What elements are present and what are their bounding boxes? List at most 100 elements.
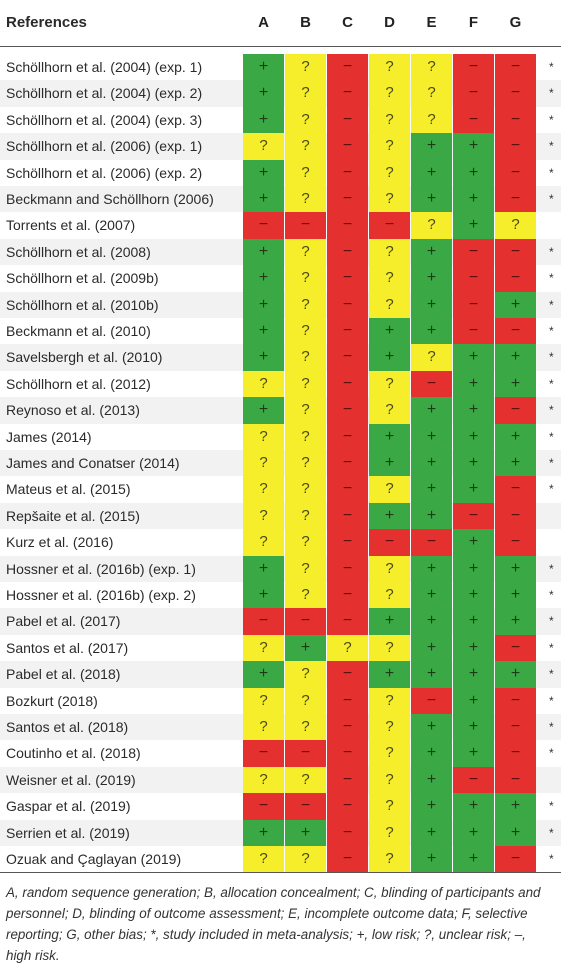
risk-cell-a: ? bbox=[243, 133, 284, 160]
risk-cell-f: − bbox=[453, 54, 494, 81]
risk-cell-d: ? bbox=[369, 80, 410, 107]
risk-cell-e: + bbox=[411, 450, 452, 477]
risk-cell-d: ? bbox=[369, 370, 410, 398]
column-header-f: F bbox=[468, 14, 479, 31]
reference-label: James and Conatser (2014) bbox=[6, 455, 180, 471]
risk-cell-a: + bbox=[243, 265, 284, 292]
reference-label: James (2014) bbox=[6, 428, 92, 445]
risk-cell-f: + bbox=[453, 450, 494, 477]
risk-cell-c: − bbox=[327, 582, 368, 609]
risk-cell-c: − bbox=[327, 450, 368, 477]
risk-cell-c: − bbox=[327, 370, 368, 398]
risk-cell-b: − bbox=[285, 740, 326, 767]
risk-cell-c: − bbox=[327, 423, 368, 450]
risk-cell-b: ? bbox=[285, 344, 326, 371]
risk-cell-c: − bbox=[327, 106, 368, 134]
risk-cell-e: + bbox=[411, 502, 452, 530]
risk-cell-g: − bbox=[495, 397, 536, 424]
table-row: Pabel et al. (2018) +? − + + + + * bbox=[0, 661, 561, 688]
risk-cell-a: + bbox=[243, 54, 284, 81]
risk-cell-c: − bbox=[327, 476, 368, 503]
risk-cell-f: + bbox=[453, 661, 494, 688]
table-header: References A B C D E F G bbox=[0, 0, 561, 46]
risk-cell-f: + bbox=[453, 740, 494, 767]
meta-analysis-marker: * bbox=[549, 825, 554, 840]
risk-cell-a: ? bbox=[243, 766, 284, 794]
risk-cell-g: + bbox=[495, 608, 536, 635]
column-header-d: D bbox=[384, 14, 395, 31]
table-row: Serrien et al. (2019) + + −? + + + * bbox=[0, 819, 561, 846]
table-row: Weisner et al. (2019)?? −? + − − bbox=[0, 766, 561, 794]
reference-label: Reynoso et al. (2013) bbox=[6, 402, 140, 419]
risk-cell-a: − bbox=[243, 212, 284, 239]
reference-label: Schöllhorn et al. (2004) (exp. 3) bbox=[6, 111, 203, 128]
risk-cell-e: + bbox=[411, 238, 452, 266]
meta-analysis-marker: * bbox=[549, 139, 554, 154]
reference-label: Schöllhorn et al. (2010b) bbox=[6, 296, 159, 313]
risk-cell-a: ? bbox=[243, 846, 284, 873]
risk-cell-d: ? bbox=[369, 238, 410, 266]
risk-cell-b: ? bbox=[285, 106, 326, 134]
meta-analysis-marker: * bbox=[549, 429, 554, 444]
risk-cell-f: − bbox=[453, 766, 494, 794]
risk-cell-d: ? bbox=[369, 186, 410, 213]
table-row: Schöllhorn et al. (2004) (exp. 3) +? −?? − −… bbox=[0, 106, 561, 134]
risk-cell-f: + bbox=[453, 370, 494, 398]
risk-cell-d: ? bbox=[369, 291, 410, 318]
risk-cell-c: − bbox=[327, 819, 368, 846]
risk-cell-g: + bbox=[495, 450, 536, 477]
risk-cell-d: ? bbox=[369, 819, 410, 846]
risk-cell-g: + bbox=[495, 819, 536, 846]
table-row: Hossner et al. (2016b) (exp. 2) +? −? + + + * bbox=[0, 582, 561, 609]
risk-cell-d: + bbox=[369, 344, 410, 371]
risk-cell-c: − bbox=[327, 608, 368, 635]
risk-cell-b: ? bbox=[285, 291, 326, 318]
meta-analysis-marker: * bbox=[549, 244, 554, 259]
risk-cell-d: + bbox=[369, 318, 410, 345]
risk-cell-d: ? bbox=[369, 687, 410, 714]
risk-cell-d: − bbox=[369, 529, 410, 556]
risk-cell-a: + bbox=[243, 661, 284, 688]
risk-cell-g: − bbox=[495, 714, 536, 741]
table-row: Schöllhorn et al. (2009b) +? −? + − − * bbox=[0, 265, 561, 292]
table-row: Pabel et al. (2017) − − − + + + + * bbox=[0, 608, 561, 635]
risk-cell-d: ? bbox=[369, 582, 410, 609]
risk-cell-b: ? bbox=[285, 186, 326, 213]
risk-cell-b: ? bbox=[285, 555, 326, 582]
reference-label: Hossner et al. (2016b) (exp. 1) bbox=[6, 560, 196, 577]
table-row: Reynoso et al. (2013) +? −? + + − * bbox=[0, 397, 561, 424]
risk-cell-g: + bbox=[495, 423, 536, 450]
reference-label: Weisner et al. (2019) bbox=[6, 771, 136, 788]
meta-analysis-marker: * bbox=[549, 561, 554, 576]
risk-cell-d: − bbox=[369, 212, 410, 239]
risk-cell-b: ? bbox=[285, 502, 326, 530]
risk-cell-g: − bbox=[495, 634, 536, 662]
risk-cell-d: + bbox=[369, 423, 410, 450]
risk-cell-a: + bbox=[243, 819, 284, 846]
meta-analysis-marker: * bbox=[549, 614, 554, 629]
risk-cell-c: − bbox=[327, 54, 368, 81]
risk-cell-e: + bbox=[411, 766, 452, 794]
risk-cell-f: + bbox=[453, 159, 494, 186]
risk-cell-c: − bbox=[327, 159, 368, 186]
meta-analysis-marker: * bbox=[549, 482, 554, 497]
risk-cell-f: − bbox=[453, 80, 494, 107]
risk-cell-g: − bbox=[495, 133, 536, 160]
reference-label: Beckmann and Schöllhorn (2006) bbox=[6, 191, 214, 207]
meta-analysis-marker: * bbox=[549, 86, 554, 101]
risk-cell-a: + bbox=[243, 238, 284, 266]
table-bottom-rule bbox=[0, 872, 561, 873]
table-row: Coutinho et al. (2018) − − −? + + − * bbox=[0, 740, 561, 767]
risk-cell-b: − bbox=[285, 608, 326, 635]
risk-cell-a: + bbox=[243, 555, 284, 582]
table-row: Schöllhorn et al. (2006) (exp. 2) +? −? + + −… bbox=[0, 159, 561, 186]
risk-cell-d: ? bbox=[369, 133, 410, 160]
table-row: Mateus et al. (2015)?? −? + + − * bbox=[0, 476, 561, 503]
table-row: Hossner et al. (2016b) (exp. 1) +? −? + + + * bbox=[0, 555, 561, 582]
reference-label: Schöllhorn et al. (2006) (exp. 2) bbox=[6, 164, 203, 181]
risk-cell-f: + bbox=[453, 397, 494, 424]
risk-cell-a: + bbox=[243, 397, 284, 424]
table-row: Schöllhorn et al. (2006) (exp. 1)?? −? + + −… bbox=[0, 133, 561, 160]
column-header-e: E bbox=[426, 14, 437, 31]
risk-cell-f: + bbox=[453, 133, 494, 160]
